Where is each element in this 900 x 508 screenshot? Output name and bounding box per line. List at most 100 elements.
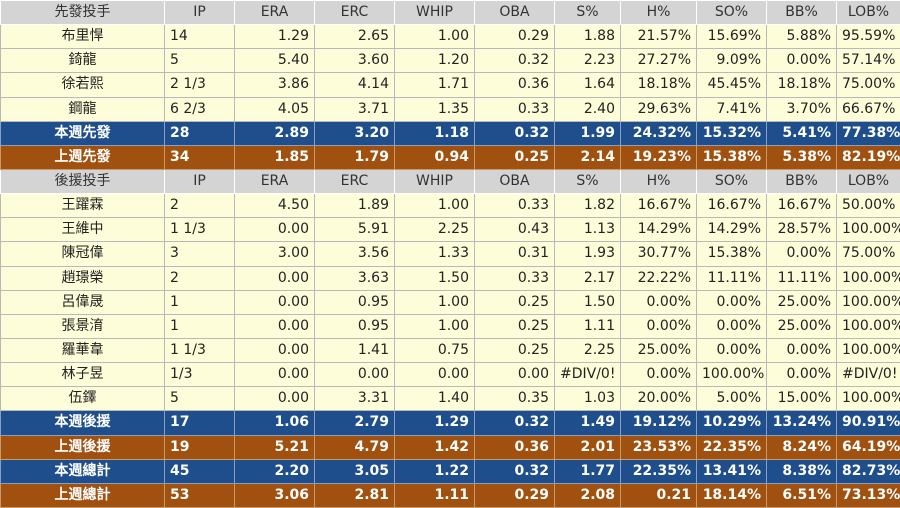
stat-cell: 34 xyxy=(165,145,235,169)
stat-cell: 100.00% xyxy=(837,218,900,242)
stat-cell: 25.00% xyxy=(621,338,697,362)
stat-cell: 5.41% xyxy=(767,121,837,145)
stat-cell: 3.63 xyxy=(315,266,395,290)
stat-cell: 14 xyxy=(165,25,235,49)
stat-cell: 24.32% xyxy=(621,121,697,145)
stat-cell: 1.89 xyxy=(315,194,395,218)
stat-cell: 5.40 xyxy=(235,49,315,73)
stat-cell: 0.36 xyxy=(475,73,555,97)
row-label-cell: 王維中 xyxy=(1,218,165,242)
stat-cell: OBA xyxy=(475,169,555,193)
stat-cell: 2.89 xyxy=(235,121,315,145)
stat-cell: 0.75 xyxy=(395,338,475,362)
stat-cell: 1 xyxy=(165,314,235,338)
stat-cell: 0.00% xyxy=(767,49,837,73)
stat-cell: 8.24% xyxy=(767,435,837,459)
stat-cell: 6 2/3 xyxy=(165,97,235,121)
stat-cell: 1.18 xyxy=(395,121,475,145)
stat-cell: 1.00 xyxy=(395,194,475,218)
row-label-cell: 本週後援 xyxy=(1,411,165,435)
stat-cell: 2.40 xyxy=(555,97,621,121)
stat-cell: 0.32 xyxy=(475,49,555,73)
stat-cell: 1.50 xyxy=(395,266,475,290)
stat-cell: 3.71 xyxy=(315,97,395,121)
stat-cell: 3 xyxy=(165,242,235,266)
stat-cell: ERC xyxy=(315,169,395,193)
stat-cell: 1.35 xyxy=(395,97,475,121)
stat-cell: 16.67% xyxy=(621,194,697,218)
stat-cell: 25.00% xyxy=(767,314,837,338)
stat-cell: 0.00 xyxy=(315,363,395,387)
stat-cell: LOB% xyxy=(837,1,900,25)
stat-cell: 0.00 xyxy=(235,266,315,290)
stat-cell: 73.13% xyxy=(837,483,900,507)
stat-cell: 0.00% xyxy=(767,242,837,266)
stat-cell: 0.00% xyxy=(767,363,837,387)
stat-cell: 1.06 xyxy=(235,411,315,435)
stat-cell: 15.00% xyxy=(767,387,837,411)
row-label-cell: 本週先發 xyxy=(1,121,165,145)
stat-cell: 53 xyxy=(165,483,235,507)
stat-cell: 2.81 xyxy=(315,483,395,507)
stat-cell: 4.05 xyxy=(235,97,315,121)
stat-cell: 14.29% xyxy=(697,218,767,242)
stat-cell: 1 1/3 xyxy=(165,218,235,242)
stat-cell: 15.38% xyxy=(697,145,767,169)
stat-cell: 25.00% xyxy=(767,290,837,314)
stat-cell: 3.20 xyxy=(315,121,395,145)
stat-cell: 13.24% xyxy=(767,411,837,435)
stat-cell: 0.00 xyxy=(235,290,315,314)
stat-cell: 2.65 xyxy=(315,25,395,49)
row-label-cell: 王躍霖 xyxy=(1,194,165,218)
stat-cell: 10.29% xyxy=(697,411,767,435)
stat-cell: 0.29 xyxy=(475,25,555,49)
stat-cell: 3.00 xyxy=(235,242,315,266)
stat-cell: 1.20 xyxy=(395,49,475,73)
stat-cell: 3.60 xyxy=(315,49,395,73)
stat-cell: 2 1/3 xyxy=(165,73,235,97)
row-label-cell: 上週後援 xyxy=(1,435,165,459)
row-label-cell: 羅華韋 xyxy=(1,338,165,362)
stat-cell: 5.38% xyxy=(767,145,837,169)
stat-cell: 0.00 xyxy=(235,314,315,338)
stat-cell: 0.94 xyxy=(395,145,475,169)
stat-cell: 82.19% xyxy=(837,145,900,169)
stat-cell: SO% xyxy=(697,1,767,25)
stat-cell: 0.00 xyxy=(395,363,475,387)
stat-cell: 2.23 xyxy=(555,49,621,73)
stat-cell: 0.00 xyxy=(235,338,315,362)
row-label-cell: 張景淯 xyxy=(1,314,165,338)
row-label-cell: 徐若熙 xyxy=(1,73,165,97)
stat-cell: 0.00% xyxy=(697,290,767,314)
stat-cell: 11.11% xyxy=(767,266,837,290)
stat-cell: 23.53% xyxy=(621,435,697,459)
row-label-cell: 呂偉晟 xyxy=(1,290,165,314)
row-label-cell: 先發投手 xyxy=(1,1,165,25)
stat-cell: 2.01 xyxy=(555,435,621,459)
stat-cell: ERA xyxy=(235,169,315,193)
stat-cell: 1 1/3 xyxy=(165,338,235,362)
stat-cell: 75.00% xyxy=(837,242,900,266)
stat-cell: 0.25 xyxy=(475,338,555,362)
stat-cell: 20.00% xyxy=(621,387,697,411)
stat-cell: #DIV/0! xyxy=(555,363,621,387)
stat-cell: 30.77% xyxy=(621,242,697,266)
stat-cell: 0.00% xyxy=(621,290,697,314)
stat-cell: 0.00 xyxy=(475,363,555,387)
stat-cell: 5.21 xyxy=(235,435,315,459)
stat-cell: 17 xyxy=(165,411,235,435)
stat-cell: 1.00 xyxy=(395,314,475,338)
stat-cell: 0.25 xyxy=(475,145,555,169)
